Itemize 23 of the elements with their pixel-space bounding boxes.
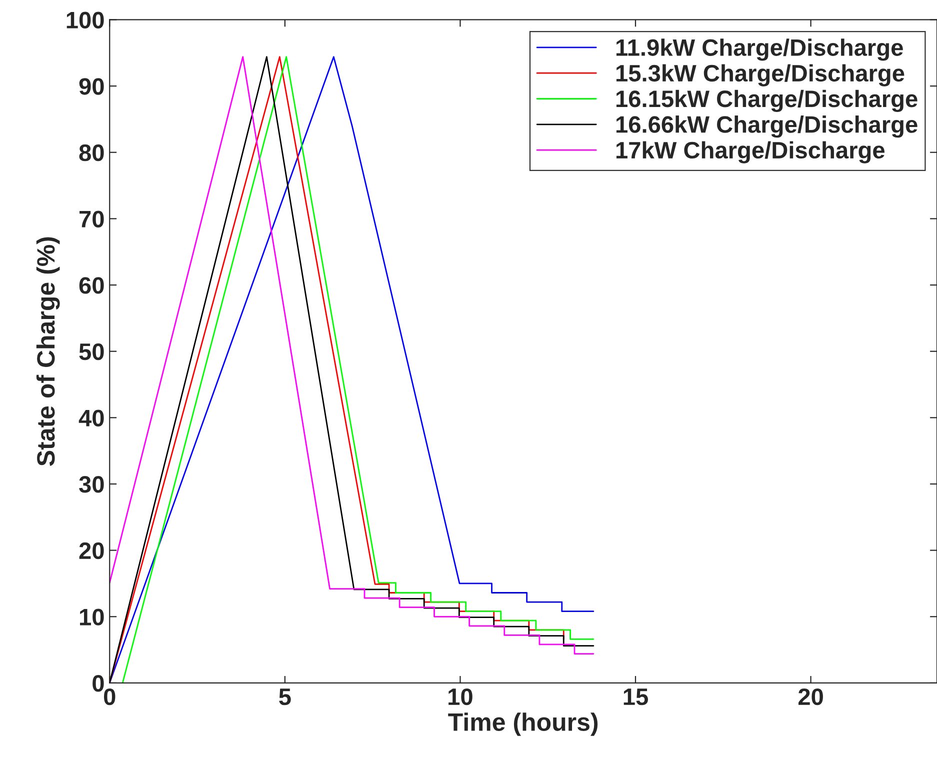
y-tick-label: 70 bbox=[80, 210, 104, 228]
y-tick-label: 10 bbox=[80, 608, 104, 626]
y-tick-label: 80 bbox=[79, 144, 104, 162]
legend-label: 11.9kW Charge/Discharge bbox=[616, 38, 903, 61]
y-tick-label: 20 bbox=[79, 542, 104, 560]
y-tick-label: 40 bbox=[78, 410, 104, 426]
y-tick-label: 0 bbox=[92, 675, 104, 692]
x-tick-label: 10 bbox=[448, 688, 472, 706]
x-tick-label: 0 bbox=[104, 688, 116, 706]
legend-label: 17kW Charge/Discharge bbox=[616, 141, 884, 164]
x-tick-label: 20 bbox=[798, 688, 823, 706]
legend-label: 16.15kW Charge/Discharge bbox=[616, 90, 918, 112]
x-axis-title: Time (hours) bbox=[448, 712, 598, 736]
y-tick-label: 60 bbox=[79, 277, 104, 294]
y-tick-label: 30 bbox=[79, 476, 104, 493]
y-axis-title: State of Charge (%) bbox=[36, 237, 60, 466]
legend-label: 15.3kW Charge/Discharge bbox=[616, 64, 904, 86]
y-tick-label: 100 bbox=[66, 12, 104, 28]
y-tick-label: 50 bbox=[79, 343, 104, 360]
x-tick-label: 15 bbox=[624, 688, 648, 706]
legend-label: 16.66kW Charge/Discharge bbox=[616, 116, 918, 138]
y-tick-label: 90 bbox=[79, 78, 104, 95]
x-tick-label: 5 bbox=[279, 688, 291, 706]
